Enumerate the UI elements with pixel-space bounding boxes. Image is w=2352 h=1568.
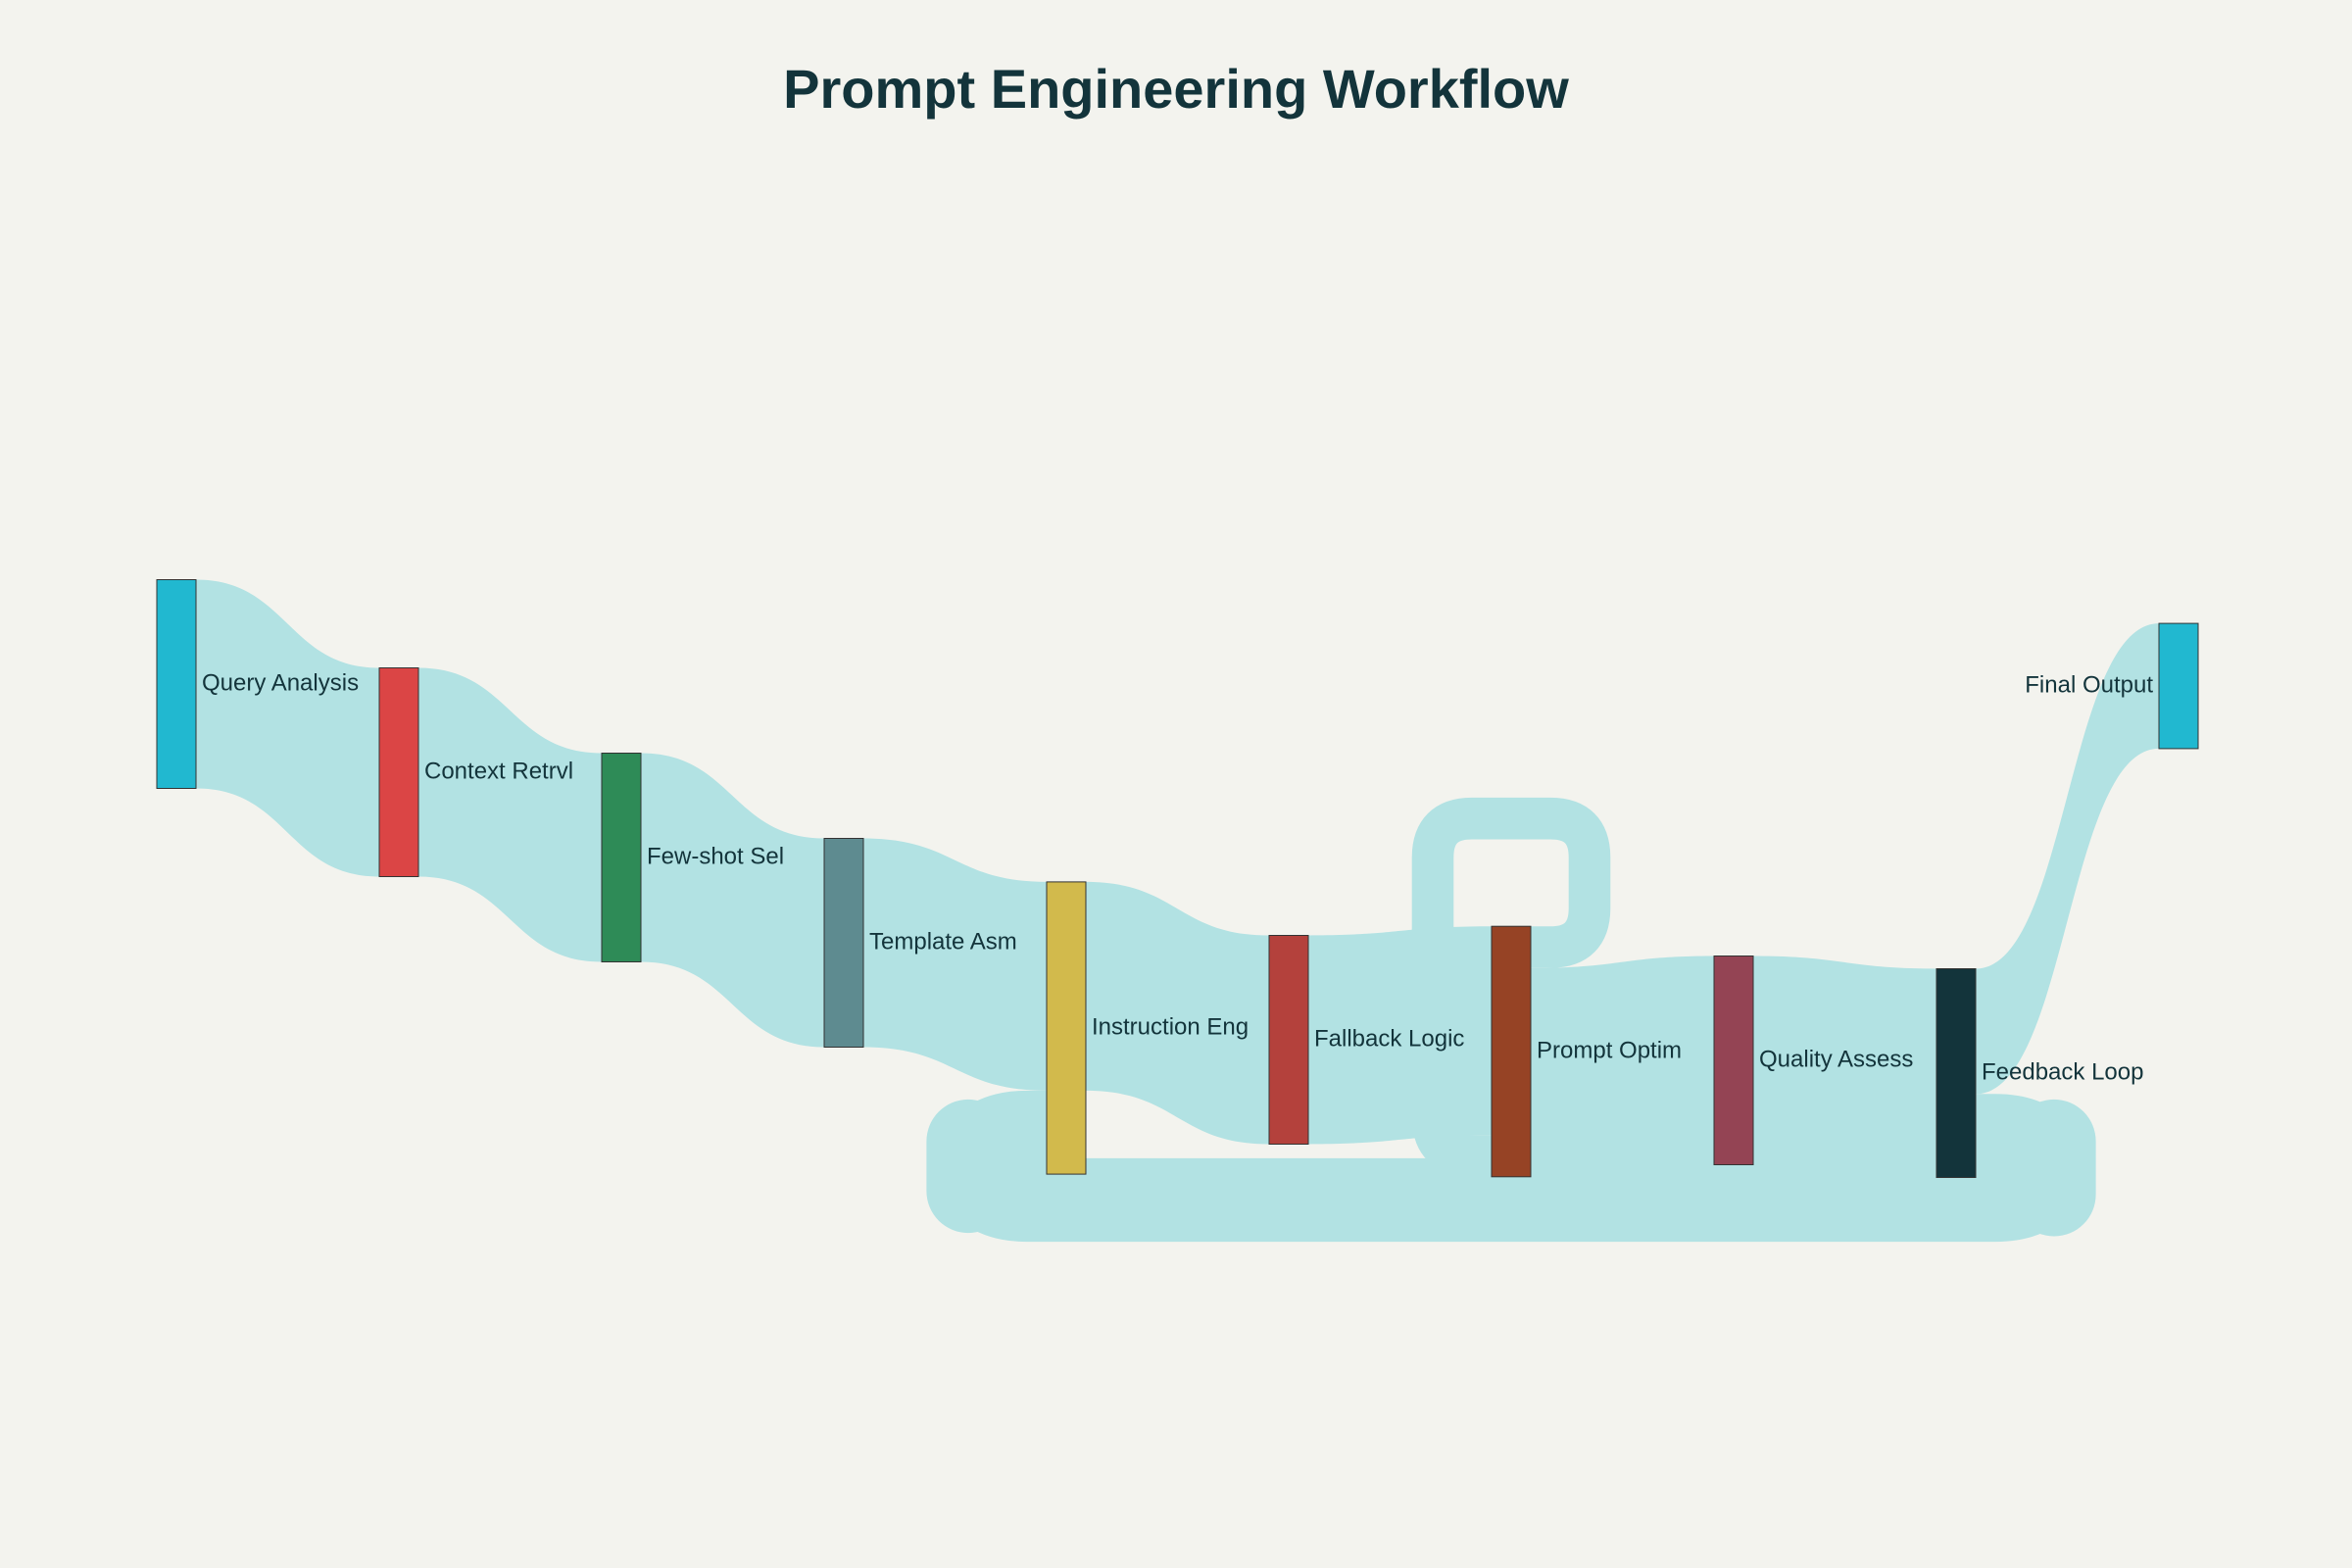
node-label-template: Template Asm xyxy=(869,928,1017,955)
node-template[interactable] xyxy=(823,838,864,1048)
node-context[interactable] xyxy=(378,667,419,877)
node-optim[interactable] xyxy=(1491,925,1532,1178)
node-label-fewshot: Few-shot Sel xyxy=(647,843,784,869)
link-template-instruction xyxy=(863,838,1047,1091)
node-fewshot[interactable] xyxy=(601,753,642,962)
node-label-quality: Quality Assess xyxy=(1759,1046,1913,1072)
node-label-query: Query Analysis xyxy=(202,669,359,696)
node-label-feedback: Feedback Loop xyxy=(1982,1058,2143,1085)
node-fallback[interactable] xyxy=(1268,935,1309,1145)
node-label-instruction: Instruction Eng xyxy=(1092,1013,1249,1040)
link-feedback-instruction xyxy=(926,1090,2096,1243)
node-query[interactable] xyxy=(156,579,197,789)
link-feedback-final xyxy=(1976,623,2159,1095)
node-final[interactable] xyxy=(2158,622,2199,750)
node-instruction[interactable] xyxy=(1046,881,1087,1175)
node-feedback[interactable] xyxy=(1936,968,1977,1178)
labels-layer: Query Analysis Context Retrvl Few-shot Sel… xyxy=(202,669,2153,1085)
node-label-context: Context Retrvl xyxy=(424,758,573,784)
node-quality[interactable] xyxy=(1713,956,1754,1165)
link-query-context xyxy=(196,579,379,877)
link-optim-optim xyxy=(1411,797,1611,1177)
nodes-layer xyxy=(156,579,2199,1178)
node-label-fallback: Fallback Logic xyxy=(1314,1025,1464,1052)
link-context-fewshot xyxy=(418,667,602,962)
node-label-final: Final Output xyxy=(2025,671,2153,698)
chart-title: Prompt Engineering Workflow xyxy=(783,58,1569,120)
link-instruction-fallback xyxy=(1086,881,1269,1145)
link-quality-feedback xyxy=(1753,956,1936,1178)
link-optim-quality xyxy=(1531,956,1714,1177)
links-layer xyxy=(196,579,2159,1243)
link-fewshot-template xyxy=(641,753,824,1048)
node-label-optim: Prompt Optim xyxy=(1537,1037,1682,1063)
